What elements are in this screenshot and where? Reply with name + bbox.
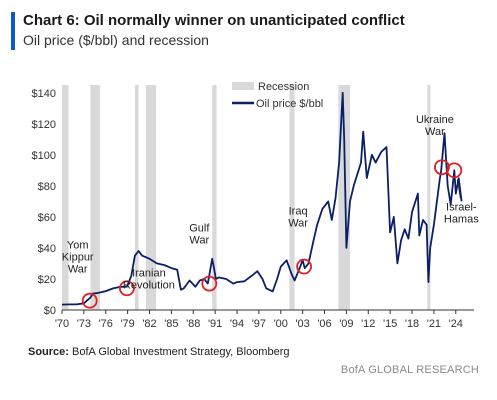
annotation-label: Ukraine War	[416, 114, 454, 138]
conflict-marker	[118, 280, 135, 297]
y-tick-label: $140	[32, 88, 56, 100]
x-tick-label: '76	[99, 318, 113, 330]
annotation-label: Gulf War	[189, 223, 210, 247]
x-tick-label: '97	[252, 318, 266, 330]
annotation-line: Iraq	[289, 206, 308, 218]
recession-band	[62, 85, 69, 310]
annotation-line: War	[288, 218, 308, 230]
x-tick-label: '85	[164, 318, 178, 330]
recession-band	[145, 85, 157, 310]
annotation-leader	[456, 179, 461, 199]
annotation-line: Yom	[67, 240, 89, 252]
title-accent-bar	[11, 12, 15, 50]
y-tick-label: $0	[44, 305, 56, 317]
x-tick-label: '79	[120, 318, 134, 330]
recession-band	[212, 85, 217, 310]
source-text: BofA Global Investment Strategy, Bloombe…	[68, 346, 290, 358]
y-tick-label: $120	[32, 119, 56, 131]
annotation-line: Revolution	[123, 279, 175, 291]
recession-band	[427, 85, 431, 310]
annotation-line: Israel-	[446, 201, 477, 213]
chart-axes: $0 $20 $40 $60 $80 $100 $120 $140 '70 '73 '76 '79 '8…	[32, 88, 474, 330]
legend-swatch-recession	[232, 82, 254, 90]
x-tick-label: '88	[186, 318, 200, 330]
x-tick-label: '70	[55, 318, 69, 330]
recession-band	[90, 85, 100, 310]
annotation-label: Israel-Hamas	[444, 201, 479, 225]
annotation-line: Iranian	[132, 267, 166, 279]
legend-label-oil: Oil price $/bbl	[256, 98, 323, 110]
x-tick-label: '09	[339, 318, 353, 330]
x-tick-label: '03	[295, 318, 309, 330]
chart-title: Chart 6: Oil normally winner on unantici…	[23, 12, 405, 29]
x-tick-label: '21	[427, 318, 441, 330]
x-tick-label: '73	[77, 318, 91, 330]
conflict-markers	[81, 159, 463, 309]
x-tick-label: '00	[274, 318, 288, 330]
annotation-label: Yom Kippur War	[62, 240, 94, 276]
annotation-line: Hamas	[444, 213, 479, 225]
conflict-marker	[201, 275, 218, 292]
x-tick-label: '91	[208, 318, 222, 330]
oil-price-series	[61, 91, 463, 306]
conflict-marker	[296, 258, 312, 275]
source-label: Source:	[28, 346, 69, 358]
annotation-line: Gulf	[189, 223, 210, 235]
recession-band	[289, 85, 295, 310]
recession-bands	[62, 85, 431, 310]
oil-price-line	[61, 91, 463, 306]
legend: Recession Oil price $/bbl	[232, 81, 323, 110]
x-tick-label: '94	[230, 318, 244, 330]
legend-label-recession: Recession	[258, 81, 309, 93]
annotation-label: Iranian Revolution	[123, 267, 175, 291]
annotation-line: Ukraine	[416, 114, 454, 126]
x-tick-label: '18	[405, 318, 419, 330]
x-tick-label: '24	[449, 318, 463, 330]
chart-subtitle: Oil price ($/bbl) and recession	[23, 32, 209, 48]
x-tick-label: '82	[142, 318, 156, 330]
source-note: Source: BofA Global Investment Strategy,…	[28, 346, 290, 358]
y-tick-label: $60	[38, 212, 56, 224]
y-tick-label: $40	[38, 243, 56, 255]
conflict-marker	[81, 292, 98, 309]
annotation-line: War	[68, 264, 88, 276]
recession-band	[134, 85, 139, 310]
brand-footer: BofA GLOBAL RESEARCH	[340, 364, 479, 376]
annotation-line: War	[425, 126, 445, 138]
x-tick-label: '15	[383, 318, 397, 330]
y-tick-label: $80	[38, 181, 56, 193]
annotation-label: Iraq War	[288, 206, 308, 230]
x-tick-label: '06	[317, 318, 331, 330]
conflict-marker	[446, 162, 463, 179]
y-tick-label: $100	[32, 150, 56, 162]
recession-band	[338, 85, 351, 310]
annotation-line: Kippur	[62, 252, 94, 264]
x-tick-label: '12	[361, 318, 375, 330]
annotation-line: War	[189, 235, 209, 247]
y-tick-label: $20	[38, 274, 56, 286]
